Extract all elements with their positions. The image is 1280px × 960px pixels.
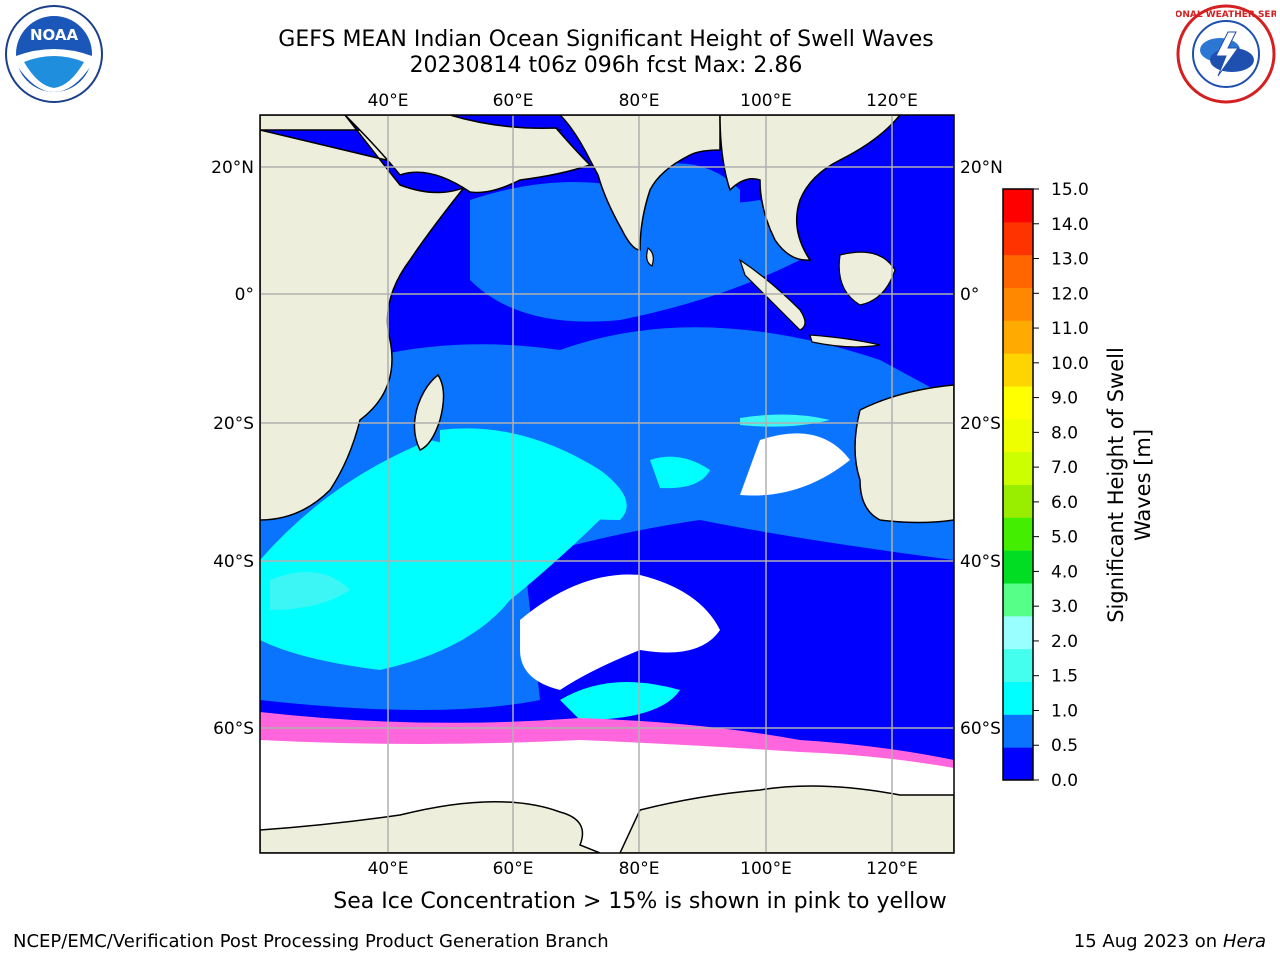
colorbar-tick-label: 12.0 [1051, 284, 1089, 304]
colorbar-segment [1003, 418, 1033, 453]
colorbar-tick-label: 3.0 [1051, 597, 1078, 617]
footer-date: 15 Aug 2023 on Hera [1074, 931, 1266, 952]
swell-cyan-south [560, 682, 680, 720]
lat-label-right: 40°S [960, 552, 1001, 572]
colorbar-tick-label: 9.0 [1051, 389, 1078, 409]
colorbar-tick-label: 2.0 [1051, 632, 1078, 652]
colorbar-segment [1003, 221, 1033, 256]
colorbar-tick-label: 0.0 [1051, 771, 1078, 791]
colorbar-segment [1003, 648, 1033, 682]
lon-label-top: 120°E [866, 91, 918, 111]
no-data-central-south [520, 574, 720, 690]
lat-label-right: 0° [960, 285, 979, 305]
colorbar-tick-label: 10.0 [1051, 354, 1089, 374]
land-sumatra [738, 258, 806, 331]
lat-label-right: 60°S [960, 719, 1001, 739]
lat-label-left: 40°S [213, 552, 254, 572]
colorbar-segment [1003, 287, 1033, 321]
swell-band-bay [640, 163, 740, 260]
chart-subtitle: 20230814 t06z 096h fcst Max: 2.86 [409, 53, 803, 78]
chart-title: GEFS MEAN Indian Ocean Significant Heigh… [278, 27, 934, 52]
lon-label-bottom: 100°E [740, 859, 792, 879]
colorbar: 15.0 14.0 13.0 12.0 11.0 10.0 9.0 8.0 7.0 6.0 5.0 4… [1002, 180, 1089, 791]
colorbar-segment [1003, 550, 1033, 584]
lon-label-bottom: 80°E [619, 859, 660, 879]
lat-label-right: 20°S [960, 414, 1001, 434]
no-data-southeast [740, 433, 850, 496]
gridlines [260, 115, 954, 853]
lat-label-right: 20°N [960, 158, 1003, 178]
colorbar-tick-label: 5.0 [1051, 528, 1078, 548]
colorbar-segment [1003, 615, 1033, 650]
colorbar-segment [1003, 714, 1033, 748]
colorbar-tick-label: 1.0 [1051, 701, 1078, 721]
footer-host: Hera [1222, 931, 1266, 952]
lon-label-bottom: 120°E [866, 859, 918, 879]
noaa-logo: NOAA [4, 4, 104, 104]
lon-label-bottom: 60°E [493, 859, 534, 879]
lat-label-left: 20°N [211, 158, 254, 178]
land-borneo [838, 251, 896, 306]
land-madagascar [413, 373, 445, 451]
colorbar-segment [1003, 517, 1033, 551]
land-antarctica [260, 785, 954, 853]
swell-light-west [270, 572, 350, 610]
land-australia [854, 384, 954, 524]
colorbar-segment [1003, 681, 1033, 715]
colorbar-tick-label: 13.0 [1051, 250, 1089, 270]
nws-logo: NATIONAL WEATHER SERVICE [1151, 4, 1280, 104]
colorbar-segment [1003, 583, 1033, 617]
colorbar-tick-label: 8.0 [1051, 423, 1078, 443]
colorbar-title-line2: Waves [m] [1131, 429, 1155, 541]
land-seasia [719, 115, 901, 261]
svg-text:NOAA: NOAA [30, 26, 79, 44]
colorbar-segment [1003, 254, 1033, 288]
land-arabia [343, 115, 592, 194]
colorbar-segment [1003, 484, 1033, 518]
colorbar-tick-label: 11.0 [1051, 319, 1089, 339]
lon-label-top: 100°E [740, 91, 792, 111]
lat-label-left: 0° [235, 285, 254, 305]
swell-cyan-center [440, 428, 627, 520]
swell-cyan-east [650, 456, 710, 489]
colorbar-segment [1003, 451, 1033, 485]
land-java [809, 334, 881, 348]
svg-text:NATIONAL WEATHER SERVICE: NATIONAL WEATHER SERVICE [1176, 10, 1276, 20]
colorbar-segment [1003, 747, 1033, 781]
colorbar-tick-label: 4.0 [1051, 562, 1078, 582]
colorbar-segment [1003, 353, 1033, 387]
footer-branch: NCEP/EMC/Verification Post Processing Pr… [13, 931, 609, 952]
lon-label-top: 80°E [619, 91, 660, 111]
lat-label-left: 60°S [213, 719, 254, 739]
colorbar-tick-label: 7.0 [1051, 458, 1078, 478]
map-frame [259, 114, 955, 854]
sea-ice-caption: Sea Ice Concentration > 15% is shown in … [333, 889, 947, 914]
colorbar-frame [1002, 188, 1034, 781]
lon-label-top: 40°E [368, 91, 409, 111]
footer-date-text: 15 Aug 2023 on [1073, 931, 1218, 952]
colorbar-segment [1003, 320, 1033, 354]
lat-label-left: 20°S [213, 414, 254, 434]
land-srilanka [646, 246, 654, 267]
map-field [260, 115, 954, 853]
colorbar-segment [1003, 386, 1033, 420]
colorbar-segment [1003, 189, 1033, 223]
colorbar-tick-label: 14.0 [1051, 215, 1089, 235]
colorbar-tick-label: 6.0 [1051, 493, 1078, 513]
lon-label-bottom: 40°E [368, 859, 409, 879]
colorbar-tick-label: 0.5 [1051, 736, 1078, 756]
colorbar-tick-label: 15.0 [1051, 180, 1089, 200]
colorbar-tick-label: 1.5 [1051, 667, 1078, 687]
lon-label-top: 60°E [493, 91, 534, 111]
colorbar-title-line1: Significant Height of Swell [1104, 347, 1128, 623]
